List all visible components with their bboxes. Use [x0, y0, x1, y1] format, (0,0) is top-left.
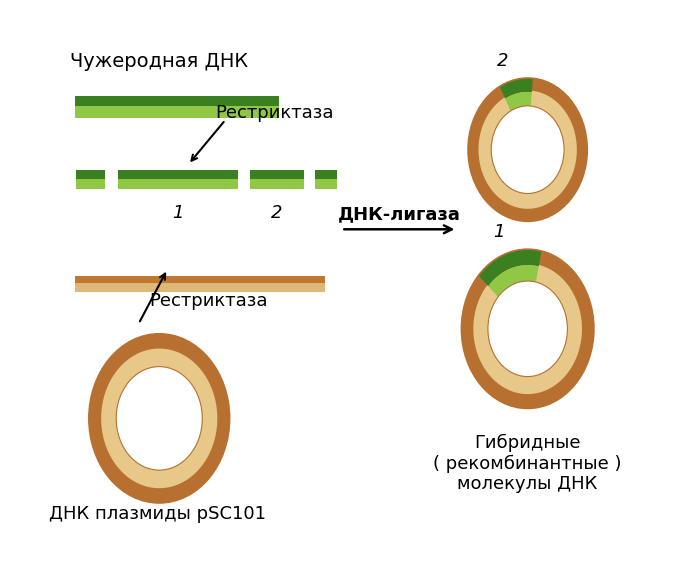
Polygon shape	[505, 92, 532, 111]
FancyBboxPatch shape	[118, 170, 238, 179]
Polygon shape	[483, 96, 572, 203]
Polygon shape	[479, 270, 577, 388]
Ellipse shape	[116, 367, 203, 470]
FancyBboxPatch shape	[77, 179, 105, 189]
Text: 1: 1	[493, 223, 505, 241]
Text: 2: 2	[497, 52, 509, 70]
Polygon shape	[468, 78, 587, 221]
FancyBboxPatch shape	[77, 170, 105, 179]
Text: 2: 2	[271, 204, 283, 222]
Polygon shape	[489, 265, 539, 297]
Polygon shape	[500, 78, 533, 98]
Polygon shape	[106, 355, 212, 482]
Polygon shape	[461, 249, 594, 408]
FancyBboxPatch shape	[74, 283, 325, 292]
Text: ДНК плазмиды pSC101: ДНК плазмиды pSC101	[49, 505, 266, 523]
Polygon shape	[101, 349, 217, 488]
Text: Рестриктаза: Рестриктаза	[150, 292, 268, 310]
Polygon shape	[473, 263, 582, 394]
Text: 1: 1	[172, 204, 183, 222]
Polygon shape	[89, 334, 230, 503]
FancyBboxPatch shape	[74, 96, 279, 106]
Text: Рестриктаза: Рестриктаза	[216, 104, 334, 122]
FancyBboxPatch shape	[74, 276, 325, 283]
FancyBboxPatch shape	[315, 179, 338, 189]
FancyBboxPatch shape	[118, 179, 238, 189]
Text: ДНК-лигаза: ДНК-лигаза	[338, 206, 461, 223]
Ellipse shape	[488, 281, 567, 376]
Ellipse shape	[491, 106, 564, 193]
FancyBboxPatch shape	[315, 170, 338, 179]
Text: Гибридные
( рекомбинантные )
молекулы ДНК: Гибридные ( рекомбинантные ) молекулы ДН…	[434, 433, 622, 493]
Text: Чужеродная ДНК: Чужеродная ДНК	[70, 52, 248, 71]
Polygon shape	[478, 249, 541, 286]
FancyBboxPatch shape	[74, 106, 279, 118]
Polygon shape	[478, 90, 577, 209]
FancyBboxPatch shape	[251, 170, 304, 179]
FancyBboxPatch shape	[251, 179, 304, 189]
